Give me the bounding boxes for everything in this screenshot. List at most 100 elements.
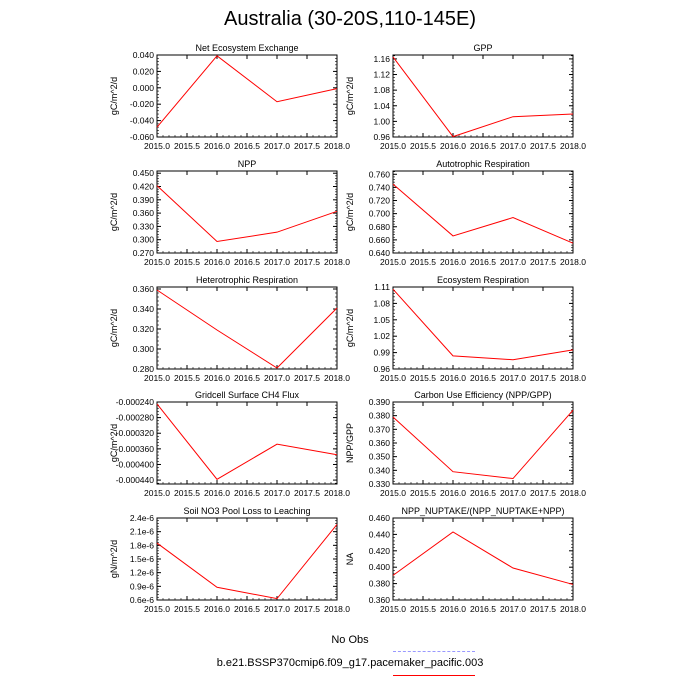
x-tick-label: 2017.0 [264,488,290,498]
x-tick-label: 2017.0 [500,141,526,151]
y-tick-label: 1.5e-6 [130,554,154,564]
y-tick-label: -0.000320 [116,428,155,438]
y-tick-label: 1.8e-6 [130,540,154,550]
x-tick-label: 2017.0 [500,604,526,614]
x-tick-label: 2016.5 [234,604,260,614]
y-tick-label: -0.060 [130,132,154,142]
x-tick-label: 2016.5 [234,488,260,498]
x-tick-label: 2017.5 [294,488,320,498]
figure-title: Australia (30-20S,110-145E) [224,8,476,30]
x-tick-label: 2016.0 [440,604,466,614]
y-tick-label: 0.760 [369,169,391,179]
x-tick-label: 2016.5 [470,604,496,614]
series-line [392,183,574,244]
y-tick-label: 0.360 [369,438,391,448]
chart-panel: Net Ecosystem Exchange gC/m^2/d 2015.0 2015… [109,43,350,151]
y-tick-label: -0.000280 [116,413,155,423]
legend-model-label: b.e21.BSSP370cmip6.f09_g17.pacemaker_pac… [216,657,484,669]
panel-title: Soil NO3 Pool Loss to Leaching [183,506,310,516]
x-tick-label: 2015.0 [380,141,406,151]
y-tick-label: -0.000360 [116,444,155,454]
plot-frame [156,286,338,370]
panel-title: Autotrophic Respiration [436,159,530,169]
panel-title: Gridcell Surface CH4 Flux [195,390,300,400]
x-tick-label: 2017.0 [500,488,526,498]
x-tick-label: 2017.5 [294,141,320,151]
y-tick-label: 1.00 [373,116,390,126]
chart-panel: Soil NO3 Pool Loss to Leaching gN/m^2/d 20… [109,506,350,614]
x-tick-label: 2015.0 [380,604,406,614]
plot-frame [392,401,574,485]
y-tick-label: 0.9e-6 [130,581,154,591]
chart-panel: Gridcell Surface CH4 Flux gC/m^2/d 2015.0 2… [109,390,350,498]
x-tick-label: 2017.0 [264,257,290,267]
x-tick-label: 2018.0 [560,141,586,151]
y-tick-label: 0.420 [133,182,155,192]
chart-panel: NPP gC/m^2/d 2015.0 2015.5 2016.0 2016.5 2017.… [109,159,350,267]
y-axis-label: gC/m^2/d [345,193,355,231]
x-tick-label: 2015.5 [410,141,436,151]
panel-title: GPP [473,43,492,53]
y-tick-label: 0.700 [369,209,391,219]
chart-panel: Heterotrophic Respiration gC/m^2/d 2015.0 2… [109,275,350,383]
x-tick-label: 2016.0 [440,488,466,498]
y-tick-label: 0.300 [133,344,155,354]
y-tick-label: 0.450 [133,168,155,178]
x-tick-label: 2018.0 [324,604,350,614]
y-tick-label: 0.040 [133,50,155,60]
x-tick-label: 2015.5 [174,141,200,151]
plot-frame [156,54,338,138]
y-tick-label: 1.11 [374,282,390,292]
y-tick-label: 0.420 [369,546,391,556]
x-tick-label: 2018.0 [560,373,586,383]
x-tick-label: 2016.5 [234,373,260,383]
series-line [392,531,574,585]
x-tick-label: 2015.0 [144,141,170,151]
x-tick-label: 2016.0 [204,373,230,383]
x-tick-label: 2015.0 [144,373,170,383]
y-axis-label: gC/m^2/d [109,424,119,462]
y-tick-label: -0.000240 [116,397,155,407]
y-tick-label: 1.16 [373,54,390,64]
x-tick-label: 2016.5 [234,141,260,151]
chart-panel: Autotrophic Respiration gC/m^2/d 2015.0 201… [345,159,586,267]
x-tick-label: 2016.0 [204,141,230,151]
x-tick-label: 2016.5 [234,257,260,267]
series-line [156,524,338,600]
y-tick-label: 0.270 [133,248,155,258]
panel-title: NPP [238,159,257,169]
panel-title: Net Ecosystem Exchange [195,43,298,53]
y-tick-label: 0.380 [369,411,391,421]
x-tick-label: 2015.0 [144,604,170,614]
y-tick-label: 0.360 [369,595,391,605]
x-tick-label: 2015.5 [174,373,200,383]
y-tick-label: -0.020 [130,99,154,109]
y-tick-label: 0.360 [133,284,155,294]
y-tick-label: 1.12 [373,70,390,80]
chart-panel: NPP_NUPTAKE/(NPP_NUPTAKE+NPP) NA 2015.0 201… [345,506,586,614]
x-tick-label: 2018.0 [324,141,350,151]
plot-frame [392,517,574,601]
series-line [156,185,338,243]
series-line [156,289,338,369]
y-tick-label: 1.05 [373,315,390,325]
x-tick-label: 2018.0 [560,488,586,498]
series-line [392,56,574,138]
y-tick-label: 1.2e-6 [130,568,154,578]
x-tick-label: 2017.5 [530,257,556,267]
series-line [392,288,574,361]
y-axis-label: gC/m^2/d [109,77,119,115]
y-tick-label: 0.000 [133,83,155,93]
x-tick-label: 2017.5 [294,604,320,614]
x-tick-label: 2016.0 [204,604,230,614]
x-tick-label: 2015.0 [380,488,406,498]
y-axis-label: NA [345,553,355,566]
y-tick-label: 0.300 [133,235,155,245]
chart-panel: Ecosystem Respiration gC/m^2/d 2015.0 2015.… [345,275,586,383]
y-tick-label: 0.390 [369,397,391,407]
y-tick-label: 2.4e-6 [130,513,154,523]
plot-frame [156,401,338,485]
y-tick-label: 0.680 [369,222,391,232]
y-axis-label: gC/m^2/d [109,309,119,347]
